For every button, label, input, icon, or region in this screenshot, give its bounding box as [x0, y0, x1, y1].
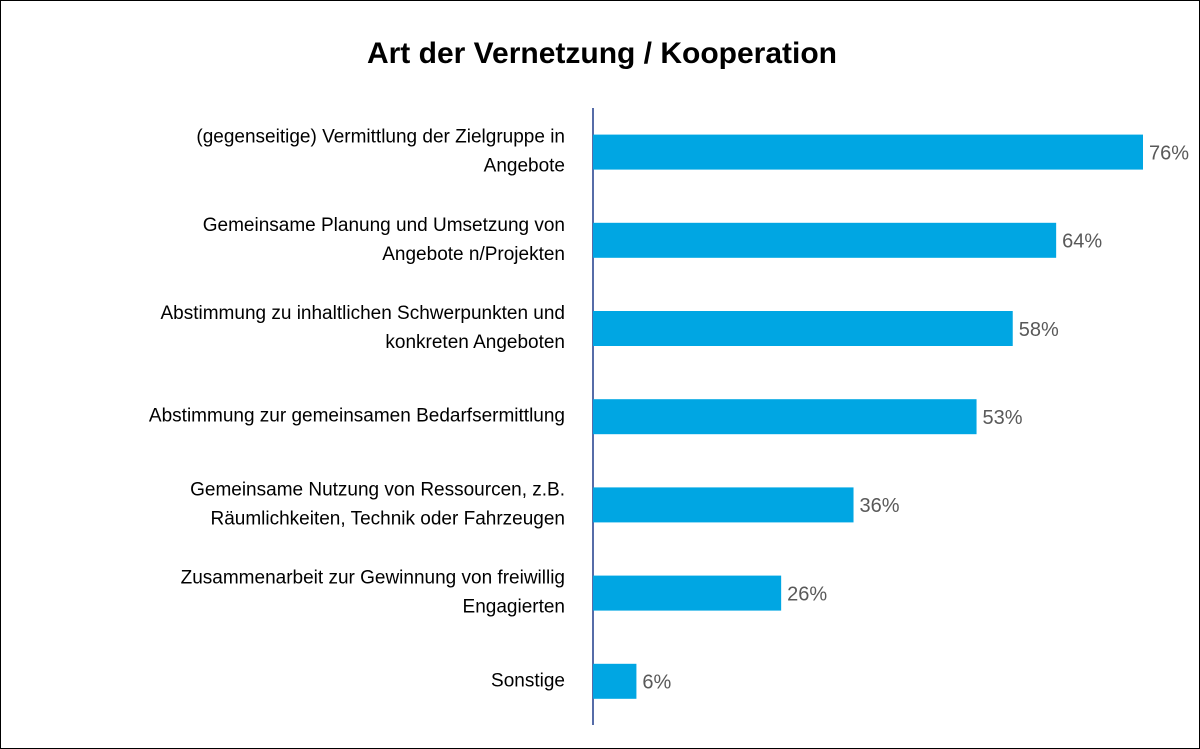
bar: [593, 399, 977, 435]
value-label: 76%: [1149, 142, 1189, 164]
category-label: (gegenseitige) Vermittlung der Zielgrupp…: [196, 127, 565, 177]
bar: [593, 575, 782, 611]
bar: [593, 222, 1057, 258]
category-label: Abstimmung zu inhaltlichen Schwerpunkten…: [160, 303, 565, 353]
category-label: Abstimmung zur gemeinsamen Bedarfsermitt…: [149, 406, 565, 427]
chart-title: Art der Vernetzung / Kooperation: [367, 37, 837, 70]
value-label: 64%: [1062, 231, 1102, 253]
category-label: Zusammenarbeit zur Gewinnung von freiwil…: [181, 568, 565, 618]
bar: [593, 311, 1013, 346]
value-label: 58%: [1019, 319, 1059, 341]
bar: [593, 487, 854, 523]
bar: [593, 134, 1143, 170]
value-label: 26%: [787, 583, 827, 605]
value-label: 6%: [642, 672, 671, 694]
category-label: Sonstige: [491, 670, 565, 691]
value-label: 53%: [983, 407, 1023, 429]
value-label: 36%: [860, 495, 900, 517]
bar: [593, 663, 637, 699]
category-label: Gemeinsame Nutzung von Ressourcen, z.B. R…: [190, 479, 565, 529]
category-label: Gemeinsame Planung und Umsetzung von Ange…: [203, 215, 565, 265]
